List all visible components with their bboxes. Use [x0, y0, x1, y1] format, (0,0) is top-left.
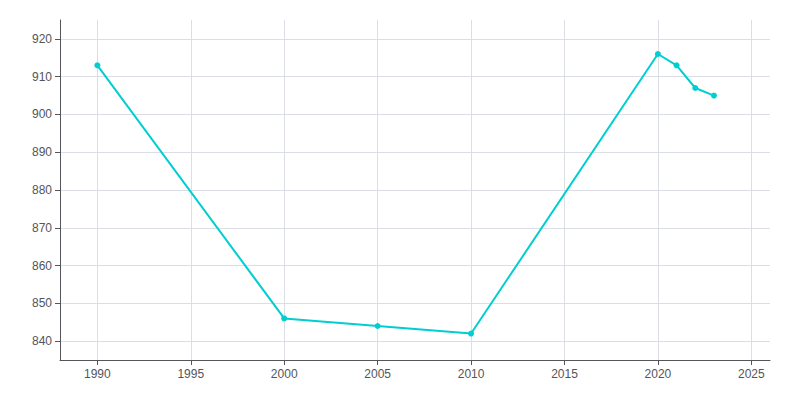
svg-text:1995: 1995	[177, 367, 204, 381]
svg-text:870: 870	[32, 221, 52, 235]
svg-text:890: 890	[32, 145, 52, 159]
svg-text:2000: 2000	[271, 367, 298, 381]
svg-text:850: 850	[32, 296, 52, 310]
svg-text:860: 860	[32, 259, 52, 273]
svg-text:2025: 2025	[738, 367, 765, 381]
svg-text:840: 840	[32, 334, 52, 348]
svg-text:2005: 2005	[364, 367, 391, 381]
svg-text:2010: 2010	[458, 367, 485, 381]
svg-text:900: 900	[32, 107, 52, 121]
svg-text:1990: 1990	[84, 367, 111, 381]
svg-text:2015: 2015	[551, 367, 578, 381]
svg-text:920: 920	[32, 32, 52, 46]
svg-text:880: 880	[32, 183, 52, 197]
svg-text:910: 910	[32, 70, 52, 84]
svg-text:2020: 2020	[645, 367, 672, 381]
